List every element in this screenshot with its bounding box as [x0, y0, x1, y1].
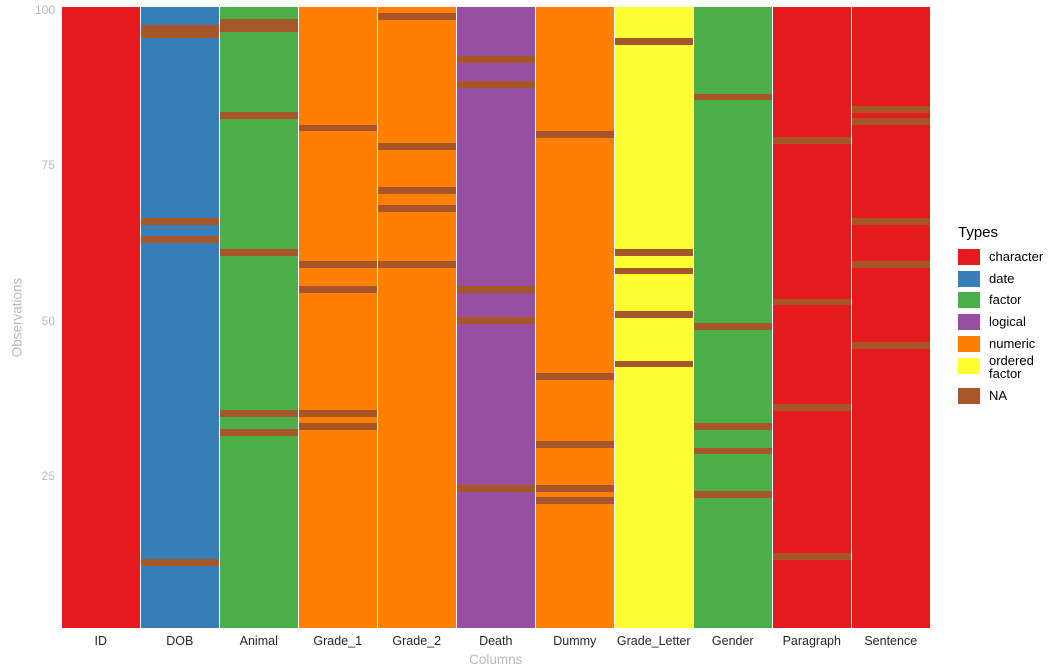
legend-label-character: character [989, 249, 1044, 264]
legend-swatch-date [958, 270, 980, 287]
na-stripe [694, 323, 772, 331]
na-stripe [457, 81, 535, 89]
legend-title: Types [958, 224, 999, 241]
na-stripe [378, 205, 456, 213]
na-stripe [220, 25, 298, 33]
y-tick-75: 75 [41, 158, 55, 173]
na-stripe [220, 19, 298, 26]
na-stripe [378, 143, 456, 151]
na-stripe [299, 410, 377, 418]
column-Animal [220, 7, 298, 628]
legend-label-NA: NA [989, 387, 1008, 403]
na-stripe [299, 286, 377, 293]
legend-label-logical: logical [989, 314, 1026, 330]
na-stripe [773, 137, 851, 144]
x-label-Animal: Animal [239, 634, 278, 648]
column-Gender [694, 7, 772, 628]
na-stripe [773, 298, 851, 306]
na-stripe [457, 484, 535, 492]
na-stripe [694, 422, 772, 430]
na-stripe [378, 261, 456, 269]
na-stripe [220, 410, 298, 418]
y-tick-50: 50 [41, 313, 55, 328]
na-stripe [852, 118, 930, 126]
legend-label-factor: factor [989, 292, 1022, 308]
na-stripe [694, 447, 772, 455]
na-stripe [694, 491, 772, 498]
na-stripe [773, 404, 851, 411]
column-Dummy [536, 7, 614, 628]
legend-swatch-NA [958, 387, 980, 404]
x-label-Grade_1: Grade_1 [313, 634, 363, 648]
na-stripe [615, 37, 693, 45]
x-label-Dummy: Dummy [553, 634, 597, 648]
na-stripe [536, 441, 614, 449]
na-stripe [536, 497, 614, 505]
y-tick-100: 100 [34, 3, 55, 18]
na-stripe [457, 286, 535, 293]
na-stripe [220, 428, 298, 436]
column-Death [457, 7, 535, 628]
na-stripe [457, 56, 535, 64]
y-tick-25: 25 [41, 468, 55, 483]
na-stripe [694, 93, 772, 101]
column-Sentence [852, 7, 930, 628]
x-label-Grade_Letter: Grade_Letter [616, 634, 691, 648]
x-label-Paragraph: Paragraph [782, 634, 841, 648]
na-stripe [615, 360, 693, 368]
x-label-Grade_2: Grade_2 [392, 634, 442, 648]
na-stripe [457, 317, 535, 324]
x-label-Gender: Gender [711, 634, 754, 648]
na-stripe [615, 310, 693, 318]
na-stripe [141, 25, 219, 33]
na-stripe [852, 342, 930, 349]
x-axis-title: Columns [469, 652, 523, 667]
na-stripe [220, 112, 298, 120]
plot-panel [62, 7, 930, 628]
column-Grade_1 [299, 7, 377, 628]
legend-label-date: date [989, 270, 1015, 286]
legend-swatch-character [958, 249, 980, 265]
na-stripe [299, 124, 377, 132]
na-stripe [299, 261, 377, 269]
x-label-Sentence: Sentence [864, 634, 918, 648]
na-stripe [536, 484, 614, 492]
na-stripe [378, 12, 456, 20]
column-ID [62, 7, 140, 628]
legend-swatch-factor [958, 292, 980, 309]
na-stripe [220, 248, 298, 256]
na-stripe [536, 130, 614, 138]
na-stripe [536, 373, 614, 380]
na-stripe [141, 217, 219, 225]
legend-swatch-ordered-factor [958, 357, 980, 374]
legend-swatch-logical [958, 314, 980, 331]
x-label-Death: Death [479, 634, 513, 648]
na-stripe [852, 217, 930, 225]
column-Paragraph [773, 7, 851, 628]
legend-swatch-numeric [958, 335, 980, 352]
na-stripe [773, 553, 851, 560]
na-stripe [141, 31, 219, 39]
na-stripe [378, 186, 456, 194]
x-label-ID: ID [94, 634, 108, 648]
legend-label-ordered-factor: ordered factor [989, 352, 1034, 381]
na-stripe [141, 559, 219, 567]
na-stripe [852, 106, 930, 113]
na-stripe [141, 236, 219, 244]
legend-label-numeric: numeric [989, 335, 1036, 351]
column-DOB [141, 7, 219, 628]
column-Grade_2 [378, 7, 456, 628]
na-stripe [615, 248, 693, 256]
na-stripe [852, 261, 930, 269]
na-stripe [299, 422, 377, 430]
x-label-DOB: DOB [166, 634, 194, 648]
column-Grade_Letter [615, 7, 693, 628]
na-stripe [615, 267, 693, 275]
y-axis-title: Observations [9, 277, 25, 358]
